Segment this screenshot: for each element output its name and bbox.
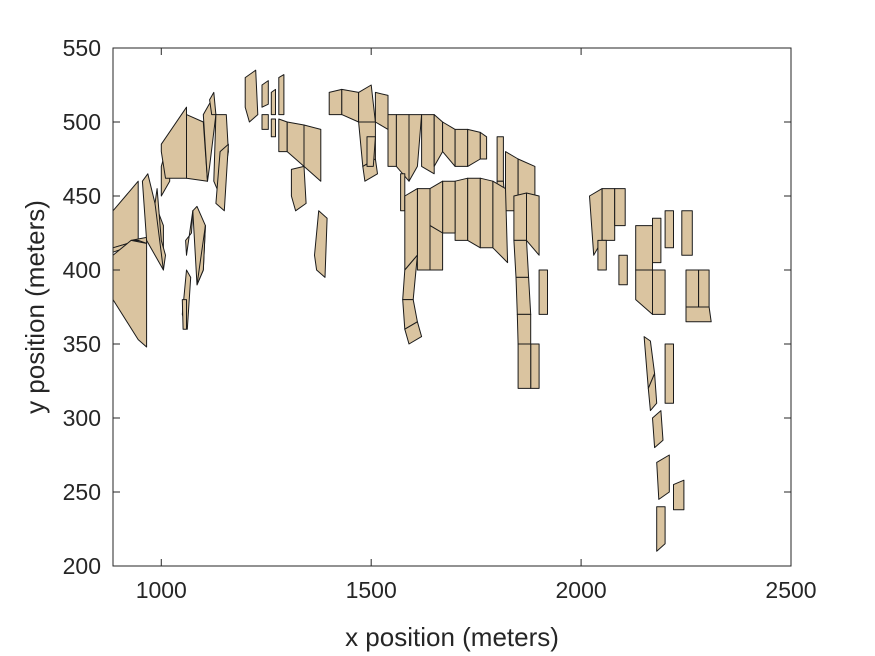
x-tick-label: 1000 bbox=[136, 577, 187, 603]
field-polygon-66 bbox=[516, 313, 532, 345]
field-polygon-4 bbox=[141, 173, 164, 271]
field-polygon-72 bbox=[614, 188, 626, 227]
field-polygon-90 bbox=[656, 506, 666, 552]
field-polygon-88 bbox=[656, 454, 670, 500]
field-polygon-38 bbox=[400, 173, 406, 212]
field-polygon-29 bbox=[328, 88, 343, 116]
field-polygon-43 bbox=[454, 128, 469, 167]
y-tick-label: 500 bbox=[63, 109, 101, 135]
x-tick-label: 2000 bbox=[556, 577, 607, 603]
field-polygon-80 bbox=[681, 210, 693, 256]
field-polygon-46 bbox=[496, 136, 504, 182]
field-polygon-83 bbox=[685, 306, 712, 323]
field-polygons bbox=[112, 69, 712, 552]
field-polygon-36 bbox=[387, 114, 397, 167]
x-tick-label: 2500 bbox=[765, 577, 816, 603]
field-polygon-68 bbox=[517, 343, 532, 389]
field-polygon-79 bbox=[664, 210, 674, 249]
field-polygon-5 bbox=[154, 188, 166, 271]
field-polygon-54 bbox=[442, 180, 456, 234]
field-polygon-50 bbox=[454, 177, 469, 241]
field-polygon-3 bbox=[130, 236, 148, 244]
field-polygon-27 bbox=[290, 165, 307, 212]
field-polygon-40 bbox=[421, 114, 435, 175]
field-polygon-73 bbox=[597, 239, 607, 271]
x-axis-label: x position (meters) bbox=[345, 622, 559, 652]
field-polygon-22 bbox=[261, 114, 269, 130]
plot-frame bbox=[112, 47, 792, 567]
field-polygon-20 bbox=[270, 88, 276, 116]
field-polygon-18 bbox=[244, 69, 259, 123]
field-polygon-89 bbox=[673, 479, 685, 511]
field-polygon-7 bbox=[160, 106, 187, 179]
field-polygon-65 bbox=[515, 276, 532, 315]
field-polygon-28 bbox=[314, 210, 328, 278]
field-polygon-62 bbox=[513, 192, 527, 241]
field-polygon-23 bbox=[270, 118, 276, 138]
field-polygon-63 bbox=[526, 192, 540, 256]
y-tick-label: 400 bbox=[63, 257, 101, 283]
field-polygon-45 bbox=[479, 131, 488, 160]
field-polygon-86 bbox=[664, 343, 674, 404]
field-polygon-51 bbox=[467, 177, 481, 249]
field-polygon-75 bbox=[635, 225, 653, 271]
field-polygon-21 bbox=[278, 74, 285, 116]
y-axis-label: y position (meters) bbox=[20, 200, 50, 414]
field-polygon-55 bbox=[429, 180, 444, 234]
field-polygon-71 bbox=[601, 188, 616, 241]
y-tick-label: 250 bbox=[63, 479, 101, 505]
field-polygon-74 bbox=[618, 254, 628, 286]
field-polygon-81 bbox=[685, 269, 700, 308]
field-polygon-39 bbox=[408, 114, 423, 182]
x-tick-label: 1500 bbox=[346, 577, 397, 603]
field-polygon-26 bbox=[303, 124, 322, 182]
x-axis-ticks: 1000 1500 2000 2500 bbox=[136, 48, 817, 603]
field-polygon-53 bbox=[492, 180, 509, 264]
y-axis-ticks: 200 250 300 350 400 450 500 550 bbox=[63, 35, 791, 579]
field-polygon-19 bbox=[261, 80, 269, 108]
field-polygon-17 bbox=[181, 299, 187, 330]
field-polygon-52 bbox=[479, 177, 494, 249]
field-polygon-61 bbox=[404, 321, 423, 345]
field-polygon-85 bbox=[647, 373, 658, 412]
field-polygon-82 bbox=[698, 269, 710, 308]
field-polygon-35 bbox=[366, 136, 376, 167]
field-polygon-64 bbox=[513, 239, 530, 278]
field-polygon-15 bbox=[185, 210, 194, 256]
y-tick-label: 450 bbox=[63, 183, 101, 209]
field-polygon-76 bbox=[652, 217, 662, 264]
y-tick-label: 300 bbox=[63, 405, 101, 431]
field-polygon-67 bbox=[530, 343, 540, 389]
y-tick-label: 200 bbox=[63, 553, 101, 579]
field-polygon-14 bbox=[196, 225, 206, 286]
field-polygon-12 bbox=[215, 143, 229, 212]
y-tick-label: 350 bbox=[63, 331, 101, 357]
field-polygon-69 bbox=[538, 269, 548, 315]
field-polygon-78 bbox=[652, 269, 666, 315]
field-polygon-87 bbox=[652, 410, 664, 449]
field-polygon-56 bbox=[429, 225, 444, 271]
y-tick-label: 550 bbox=[63, 35, 101, 61]
field-polygon-57 bbox=[416, 188, 431, 271]
field-polygon-24 bbox=[278, 118, 288, 153]
